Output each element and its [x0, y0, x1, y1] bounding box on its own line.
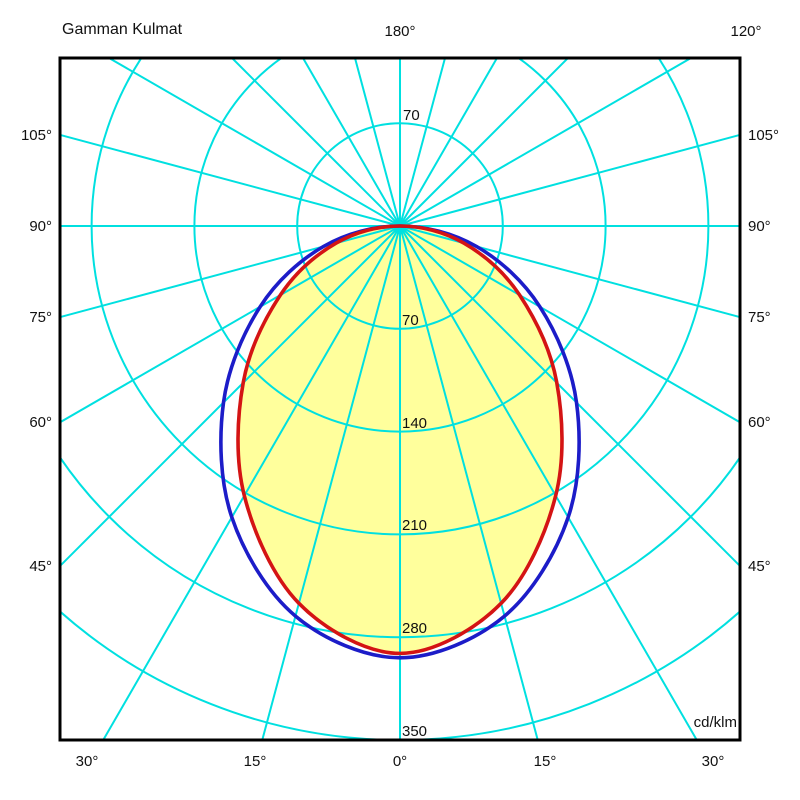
intensity-curve-c90-c270: [219, 224, 581, 660]
grid-radial-line: [399, 225, 740, 424]
gamma-label-bottom: 15°: [534, 753, 557, 770]
unit-label: cd/klm: [693, 714, 737, 731]
gamma-label-side: 60°: [748, 414, 771, 431]
gamma-label-side: 75°: [29, 309, 52, 326]
gamma-label-side: 90°: [29, 218, 52, 235]
plot-border: [58, 56, 742, 742]
grid-radial-line: [399, 133, 740, 227]
ring-value-label: 210: [402, 517, 427, 534]
gamma-label-side: 45°: [748, 558, 771, 575]
ring-value-label: 350: [402, 723, 427, 740]
grid-radial-line: [107, 58, 401, 227]
gamma-label-side: 75°: [748, 309, 771, 326]
grid-radial-line: [230, 58, 401, 227]
grid-radial-line: [399, 225, 539, 740]
intensity-curve-c0-c180: [236, 224, 564, 656]
grid-radial-line: [399, 58, 693, 227]
grid-radial-line: [399, 225, 698, 740]
grid-radial-line: [102, 225, 401, 740]
gamma-label-side: 105°: [21, 127, 52, 144]
gamma-label-top-right: 120°: [730, 23, 761, 40]
gamma-label-bottom: 0°: [393, 753, 407, 770]
gamma-label-top: 180°: [384, 23, 415, 40]
grid-radial-line: [60, 225, 401, 424]
intensity-curves-layer: [219, 224, 581, 660]
grid-radial-line: [261, 225, 401, 740]
ring-value-label: 280: [402, 620, 427, 637]
grid-radial-line: [399, 58, 447, 227]
grid-radial-line: [60, 225, 401, 568]
gamma-label-bottom: 30°: [702, 753, 725, 770]
gamma-label-bottom: 30°: [76, 753, 99, 770]
gamma-label-side: 60°: [29, 414, 52, 431]
ring-value-label: 70: [403, 107, 420, 124]
gamma-label-side: 105°: [748, 127, 779, 144]
ring-value-label: 140: [402, 415, 427, 432]
grid-radial-line: [60, 225, 401, 319]
chart-title: Gamman Kulmat: [62, 21, 183, 38]
chart-labels-layer: 70 70 140 210 280 350 105° 90° 75° 60° 45° 105° 90° 7…: [21, 23, 779, 770]
gamma-label-side: 90°: [748, 218, 771, 235]
grid-radial-line: [399, 225, 740, 319]
grid-radial-line: [399, 225, 740, 568]
ring-value-label: 70: [402, 312, 419, 329]
grid-radial-line: [60, 133, 401, 227]
gamma-label-side: 45°: [29, 558, 52, 575]
grid-radial-line: [399, 58, 570, 227]
gamma-label-bottom: 15°: [244, 753, 267, 770]
